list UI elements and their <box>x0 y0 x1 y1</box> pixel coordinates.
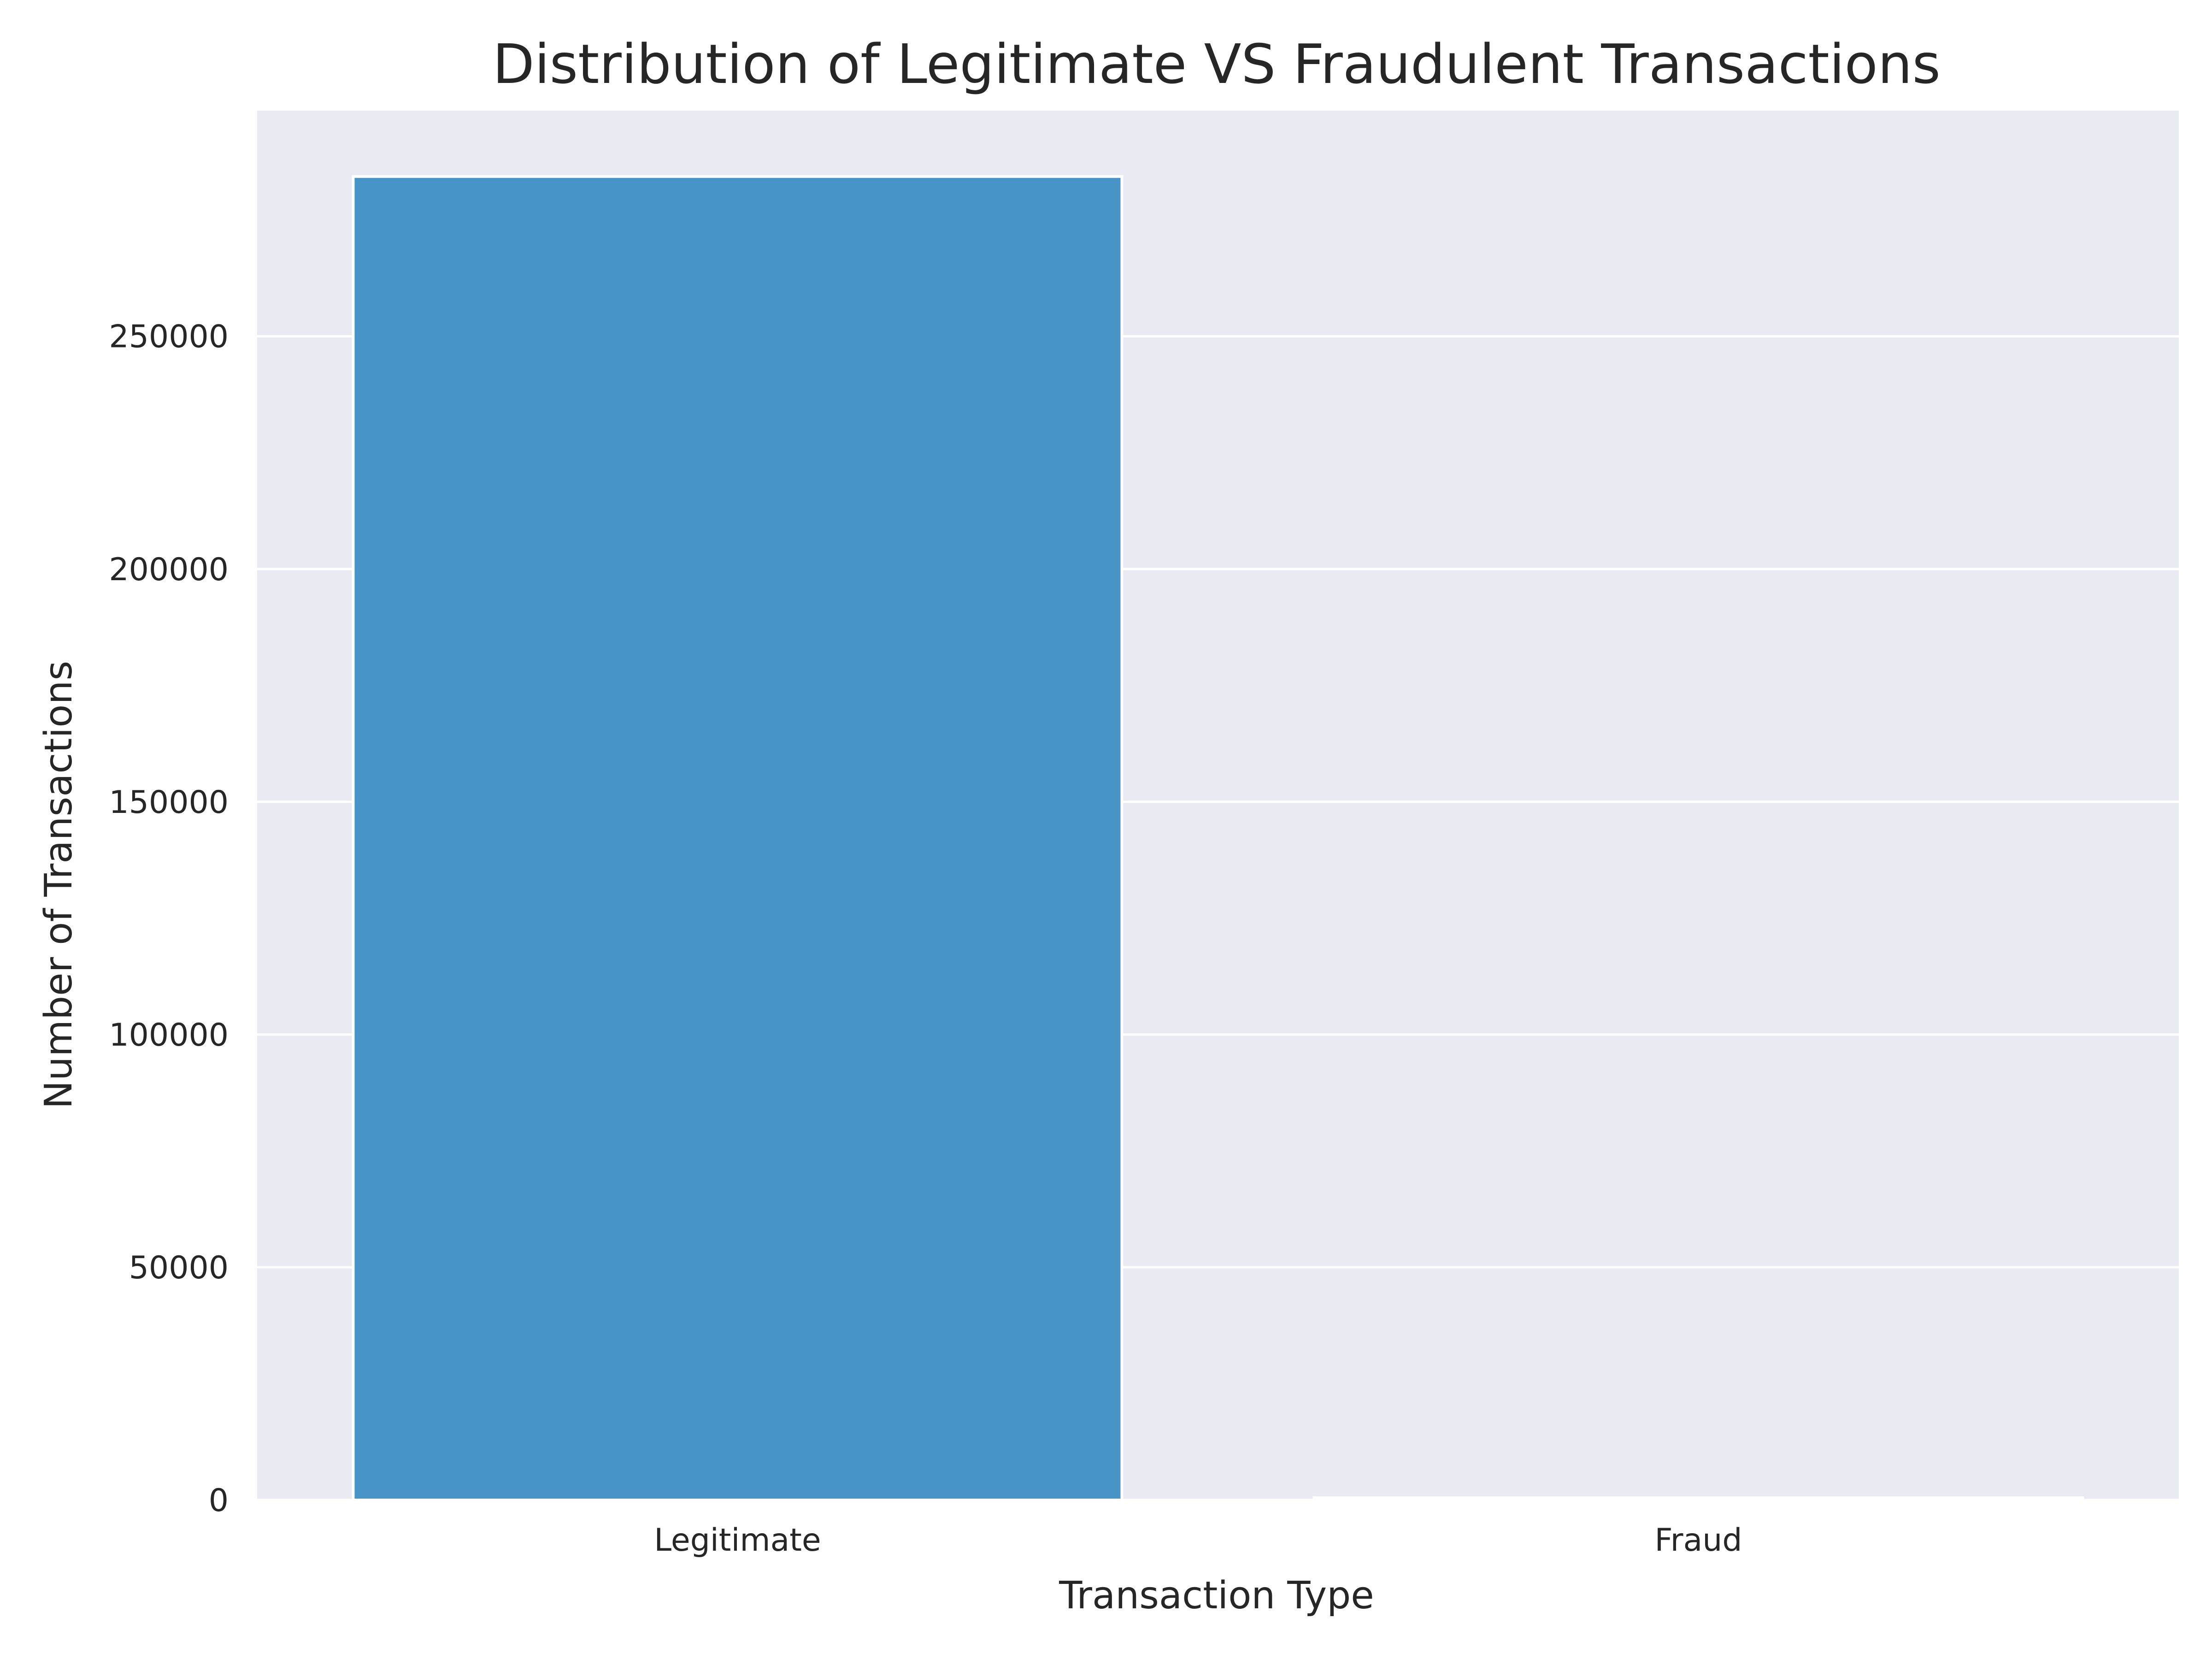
x-axis-label: Transaction Type <box>1059 1574 1374 1618</box>
y-tick-label: 50000 <box>129 1250 229 1286</box>
y-tick-label: 200000 <box>109 552 229 588</box>
y-tick-label: 250000 <box>109 319 229 355</box>
x-tick-labels: Legitimate Fraud <box>654 1522 1742 1559</box>
bar-legitimate <box>352 175 1124 1501</box>
x-tick-label: Fraud <box>1654 1522 1742 1559</box>
y-axis-label: Number of Transactions <box>37 661 81 1109</box>
y-tick-label: 100000 <box>109 1017 229 1053</box>
y-tick-labels: 0 50000 100000 150000 200000 250000 <box>109 319 229 1519</box>
bars <box>352 175 2084 1502</box>
x-tick-label: Legitimate <box>654 1522 821 1559</box>
chart-title: Distribution of Legitimate VS Fraudulent… <box>493 32 1941 96</box>
y-tick-label: 150000 <box>109 784 229 821</box>
bar-fraud <box>1312 1496 2084 1502</box>
y-tick-label: 0 <box>209 1483 229 1519</box>
